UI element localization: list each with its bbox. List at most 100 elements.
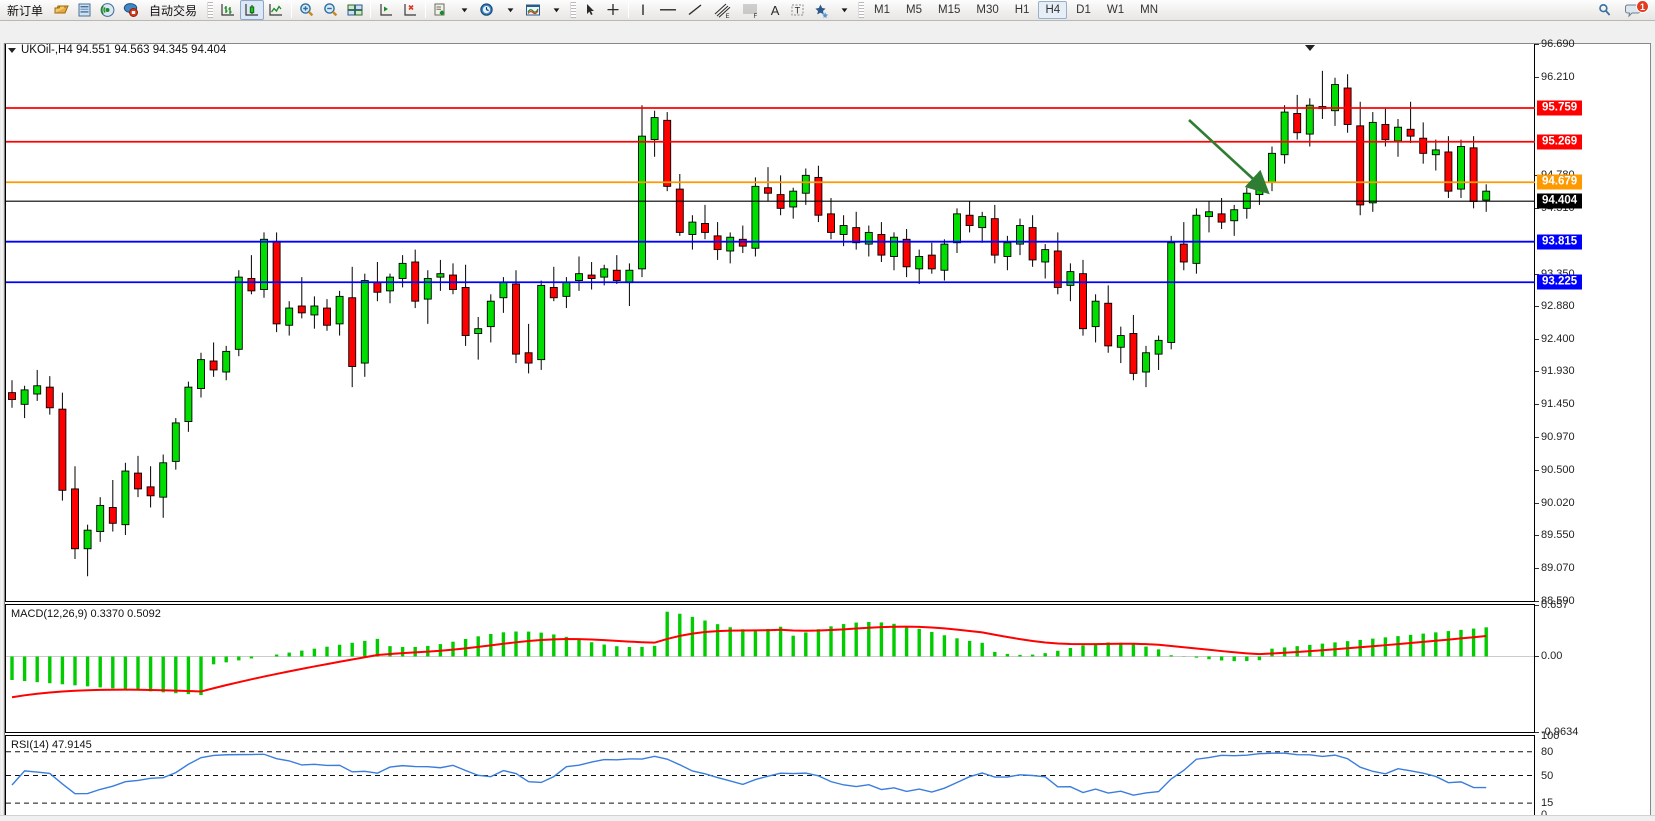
timeframe-m30[interactable]: M30 — [969, 1, 1005, 19]
price-tick-label: 90.500 — [1541, 463, 1575, 476]
timeframe-d1[interactable]: D1 — [1069, 1, 1098, 19]
timeframe-m1[interactable]: M1 — [867, 1, 897, 19]
fibonacci-retracement-icon[interactable]: F — [736, 0, 764, 20]
horizontal-line-icon[interactable] — [654, 0, 682, 20]
chat-icon[interactable]: 1 — [1621, 0, 1649, 20]
price-level-tag-resistance[interactable]: 95.269 — [1537, 134, 1583, 150]
indicators-dropdown-arrow-icon[interactable] — [453, 0, 475, 20]
chart-collapse-arrow-icon[interactable] — [1305, 45, 1315, 51]
price-tick-label: 96.210 — [1541, 71, 1575, 83]
autotrading-icon[interactable] — [119, 0, 142, 20]
line-chart-icon[interactable] — [264, 0, 288, 20]
auto-scroll-icon[interactable] — [374, 0, 398, 20]
timeframe-m5-label: M5 — [906, 4, 922, 16]
chart-symbol-header: UKOil-,H4 94.551 94.563 94.345 94.404 — [8, 44, 226, 56]
status-strip — [0, 815, 1655, 821]
price-tick — [1535, 371, 1539, 373]
price-tick — [1535, 469, 1539, 471]
price-level-tag-current-price[interactable]: 94.404 — [1537, 193, 1583, 209]
price-level-tag-resistance[interactable]: 95.759 — [1537, 100, 1583, 116]
toolbar-separator — [291, 2, 293, 18]
data-window-icon[interactable] — [73, 0, 96, 20]
timeframe-m1-label: M1 — [874, 4, 891, 16]
timeframe-h4[interactable]: H4 — [1038, 1, 1068, 19]
toolbar-grip-charts[interactable] — [207, 2, 214, 18]
price-level-tag-support[interactable]: 93.815 — [1537, 234, 1583, 250]
crosshair-icon[interactable] — [601, 0, 625, 20]
timeframe-m5[interactable]: M5 — [899, 1, 929, 19]
candlestick-chart-icon[interactable] — [240, 0, 265, 20]
new-order-button[interactable]: 新订单 — [0, 0, 50, 20]
zoom-out-icon[interactable] — [319, 0, 343, 20]
search-icon[interactable] — [1593, 0, 1617, 20]
macd-tick-label: 0.657 — [1541, 599, 1569, 611]
price-level-tag-support[interactable]: 93.225 — [1537, 274, 1583, 290]
toolbar-separator — [370, 2, 372, 18]
macd-tick — [1535, 732, 1539, 733]
price-tick — [1535, 437, 1539, 439]
timeframe-h1[interactable]: H1 — [1008, 1, 1037, 19]
price-level-tag-pivot[interactable]: 94.679 — [1537, 174, 1583, 190]
toolbar-grip-timeframes[interactable] — [858, 2, 865, 18]
macd-label: MACD(12,26,9) 0.3370 0.5092 — [11, 608, 161, 620]
tile-windows-icon[interactable] — [343, 0, 367, 20]
price-tick — [1535, 567, 1539, 569]
macd-tick — [1535, 656, 1539, 658]
vertical-line-icon[interactable] — [632, 0, 654, 20]
label-icon[interactable]: T — [786, 0, 809, 20]
bar-chart-icon[interactable] — [216, 0, 240, 20]
folder-icon[interactable] — [50, 0, 73, 20]
macd-pane[interactable]: MACD(12,26,9) 0.3370 0.5092 — [5, 604, 1535, 733]
price-tick-label: 88.590 — [1541, 595, 1575, 607]
price-tick-label: 91.930 — [1541, 365, 1575, 378]
timeframe-group: M1 M5 M15 M30 H1 H4 D1 W1 MN — [867, 1, 1165, 19]
main-toolbar: 新订单 — [0, 0, 1655, 21]
text-icon[interactable]: A — [770, 2, 780, 18]
periods-clock-icon[interactable] — [475, 0, 499, 20]
price-tick-label: 92.880 — [1541, 299, 1575, 312]
price-tick — [1535, 273, 1539, 275]
price-tick-label: 90.020 — [1541, 496, 1575, 509]
timeframe-w1[interactable]: W1 — [1100, 1, 1131, 19]
cursor-icon[interactable] — [579, 0, 601, 20]
timeframe-h4-label: H4 — [1045, 4, 1061, 16]
broadcast-icon[interactable] — [96, 0, 119, 20]
macd-tick-label: -0.9634 — [1541, 726, 1579, 738]
indicators-icon[interactable] — [429, 0, 453, 20]
zoom-in-icon[interactable] — [295, 0, 319, 20]
svg-text:E: E — [726, 14, 730, 19]
price-tick-label: 92.400 — [1541, 333, 1575, 345]
price-axis[interactable]: 96.69096.21094.78094.31093.35092.88092.4… — [1535, 38, 1650, 821]
chart-shift-icon[interactable] — [398, 0, 422, 20]
chart-window[interactable]: MACD(12,26,9) 0.3370 0.5092 RSI(14) 47.9… — [4, 38, 1651, 821]
svg-text:T: T — [795, 5, 801, 15]
timeframe-m15[interactable]: M15 — [931, 1, 967, 19]
timeframe-mn[interactable]: MN — [1133, 1, 1165, 19]
chart-symbol-label: UKOil-,H4 94.551 94.563 94.345 94.404 — [21, 44, 227, 56]
price-tick-label: 90.970 — [1541, 431, 1575, 444]
rsi-pane[interactable]: RSI(14) 47.9145 — [5, 735, 1535, 816]
price-tick — [1535, 305, 1539, 307]
price-pane[interactable] — [5, 44, 1535, 602]
chart-menu-arrow-icon[interactable] — [8, 47, 16, 53]
price-tick-label: 89.070 — [1541, 561, 1575, 574]
timeframe-mn-label: MN — [1140, 4, 1158, 16]
price-tick-label: 91.450 — [1541, 398, 1575, 411]
templates-dropdown-arrow-icon[interactable] — [545, 0, 567, 20]
rsi-tick-label: 100 — [1541, 730, 1560, 742]
equidistant-channel-icon[interactable]: E — [708, 0, 736, 20]
toolbar-grip-objects[interactable] — [570, 2, 577, 18]
chart-shell: UKOil-,H4 94.551 94.563 94.345 94.404 — [0, 21, 1655, 821]
rsi-tick-label: 50 — [1541, 769, 1554, 782]
autotrading-button[interactable]: 自动交易 — [142, 0, 204, 20]
price-tick — [1535, 502, 1539, 504]
rsi-tick-label: 15 — [1541, 797, 1554, 810]
periods-dropdown-arrow-icon[interactable] — [499, 0, 521, 20]
timeframe-h1-label: H1 — [1014, 4, 1030, 16]
templates-icon[interactable] — [521, 0, 545, 20]
trendline-icon[interactable] — [682, 0, 708, 20]
objects-dropdown-arrow-icon[interactable] — [833, 0, 855, 20]
objects-shapes-icon[interactable] — [809, 0, 833, 20]
price-tick-label: 96.690 — [1541, 38, 1575, 50]
